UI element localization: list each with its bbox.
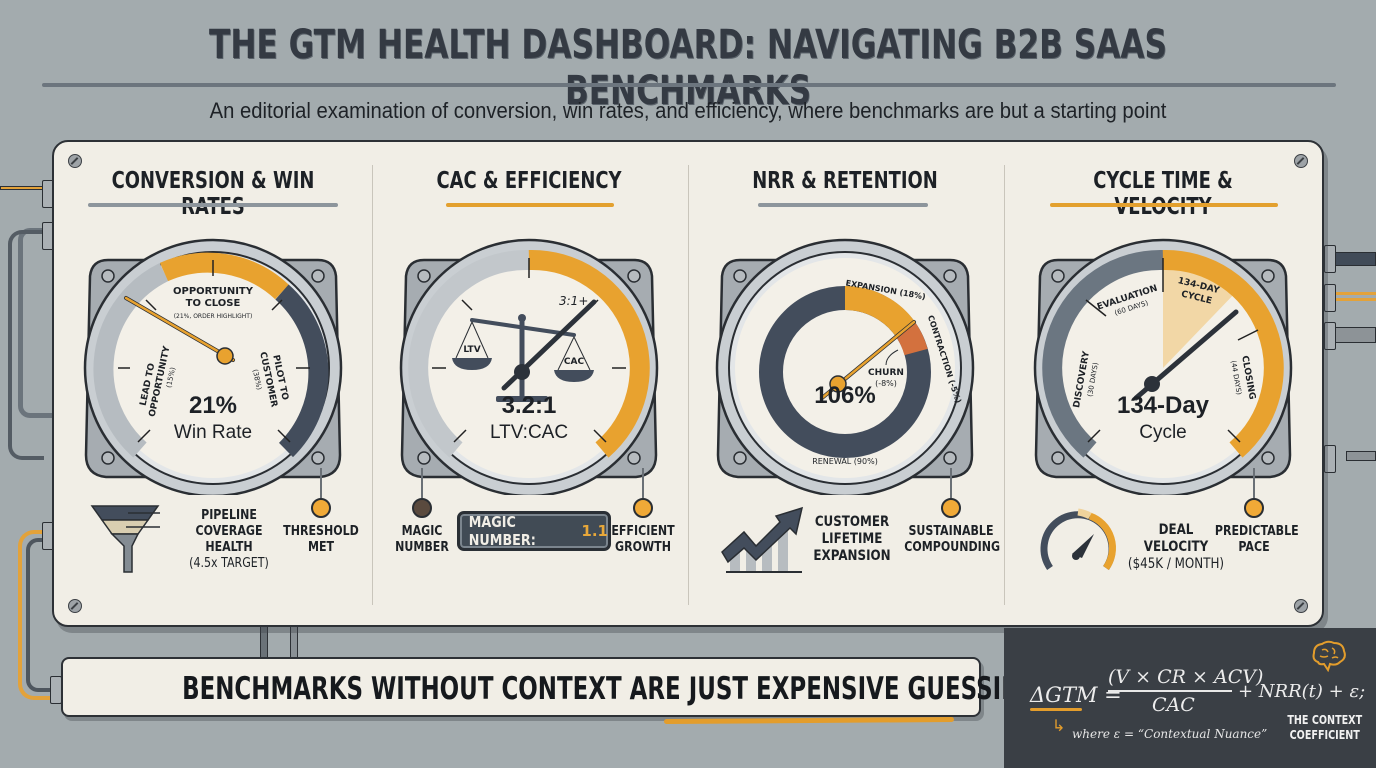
banner-highlight: EXPENSIVE GUESSING.	[756, 671, 1048, 707]
column-divider	[688, 165, 689, 605]
column-divider	[372, 165, 373, 605]
section-title: CONVERSION & WIN RATES	[111, 168, 315, 220]
win-rate-label: Win Rate	[173, 422, 253, 443]
svg-text:TO CLOSE: TO CLOSE	[186, 298, 241, 309]
svg-text:(21%, ORDER HIGHLIGHT): (21%, ORDER HIGHLIGHT)	[174, 313, 253, 320]
svg-text:RENEWAL (90%): RENEWAL (90%)	[812, 457, 878, 466]
threshold-indicator-light	[311, 498, 331, 518]
screw-icon	[68, 599, 82, 613]
svg-text:OPPORTUNITY: OPPORTUNITY	[173, 286, 254, 297]
section-cycle-time-velocity: CYCLE TIME & VELOCITY EVALUATION (60 DAY	[1008, 150, 1318, 620]
customer-lifetime-expansion-label: CUSTOMER LIFETIME EXPANSION	[813, 514, 891, 564]
arrow-icon: ↳	[1052, 718, 1066, 735]
title-divider	[42, 83, 1336, 87]
section-nrr-retention: NRR & RETENTION EXPANSION (18%) CONTRACT…	[690, 150, 1000, 620]
fraction-bar	[1108, 690, 1232, 692]
win-rate-value: 21%	[188, 392, 238, 419]
svg-text:(-8%): (-8%)	[875, 379, 897, 388]
formula-note: where ε = “Contextual Nuance”	[1072, 727, 1268, 741]
svg-text:LTV: LTV	[463, 345, 480, 355]
win-rate-gauge: OPPORTUNITY TO CLOSE (21%, ORDER HIGHLIG…	[78, 230, 348, 498]
magic-number-indicator-label: MAGIC NUMBER	[395, 524, 449, 555]
cycle-time-gauge: EVALUATION (60 DAYS) 134-DAY CYCLE DISCO…	[1028, 230, 1298, 498]
magic-number-indicator-light	[412, 498, 432, 518]
section-title-rule	[1050, 203, 1278, 207]
speedometer-icon	[1040, 508, 1116, 571]
efficient-growth-indicator-light	[633, 498, 653, 518]
efficient-growth-label: EFFICIENT GROWTH	[611, 524, 675, 555]
ltv-cac-label: LTV:CAC	[489, 422, 569, 443]
nrr-value: 106%	[814, 382, 876, 409]
magic-number-display: MAGIC NUMBER: 1.1	[457, 511, 611, 551]
sustainable-compounding-label: SUSTAINABLE COMPOUNDING	[904, 524, 1001, 555]
page-title: THE GTM HEALTH DASHBOARD: NAVIGATING B2B…	[209, 22, 1167, 114]
section-title: CAC & EFFICIENCY	[436, 168, 622, 194]
section-title: CYCLE TIME & VELOCITY	[1093, 168, 1233, 220]
formula-lhs: ΔGTM =	[1030, 683, 1122, 707]
sustainable-compounding-indicator-light	[941, 498, 961, 518]
highlight-underline	[663, 716, 955, 725]
banner-text: BENCHMARKS WITHOUT CONTEXT ARE JUST EXPE…	[182, 671, 1048, 707]
svg-text:3:1+: 3:1+	[559, 294, 588, 308]
deal-velocity-label: DEAL VELOCITY ($45K / MONTH)	[1127, 522, 1225, 572]
context-coefficient-label: THE CONTEXT COEFFICIENT	[1287, 713, 1363, 742]
formula-denominator: CAC	[1152, 694, 1195, 716]
cycle-time-label: Cycle	[1139, 422, 1187, 443]
screw-icon	[1294, 599, 1308, 613]
column-divider	[1004, 165, 1005, 605]
formula-numerator: (V × CR × ACV)	[1108, 666, 1264, 688]
growth-chart-icon	[721, 506, 804, 573]
section-title: NRR & RETENTION	[752, 168, 938, 194]
section-title-rule	[88, 203, 338, 207]
pipeline-coverage-label: PIPELINE COVERAGE HEALTH (4.5x TARGET)	[189, 508, 269, 571]
takeaway-banner: BENCHMARKS WITHOUT CONTEXT ARE JUST EXPE…	[61, 657, 1048, 717]
svg-text:CHURN: CHURN	[868, 368, 904, 378]
section-title-rule	[446, 203, 614, 207]
nrr-gauge: EXPANSION (18%) CONTRACTION (-5%) RENEWA…	[710, 230, 980, 498]
cycle-time-value: 134-Day	[1116, 392, 1210, 419]
section-title-rule	[758, 203, 928, 207]
funnel-icon	[90, 505, 160, 573]
predictable-pace-label: PREDICTABLE PACE	[1214, 524, 1299, 555]
formula-underline	[1030, 708, 1082, 711]
screw-icon	[68, 154, 82, 168]
ltv-cac-gauge: 3:1+ LTV CAC	[394, 230, 664, 498]
section-cac-efficiency: CAC & EFFICIENCY 3:1+	[374, 150, 684, 620]
section-conversion-win-rates: CONVERSION & WIN RATES	[58, 150, 368, 620]
predictable-pace-indicator-light	[1244, 498, 1264, 518]
formula-rhs: + NRR(t) + ε;	[1238, 681, 1366, 702]
brain-icon	[1312, 640, 1346, 672]
threshold-met-label: THRESHOLD MET	[283, 524, 359, 555]
ltv-cac-value: 3.2:1	[501, 392, 557, 419]
svg-text:CAC: CAC	[564, 357, 585, 367]
screw-icon	[1294, 154, 1308, 168]
page-subtitle: An editorial examination of conversion, …	[209, 98, 1167, 123]
